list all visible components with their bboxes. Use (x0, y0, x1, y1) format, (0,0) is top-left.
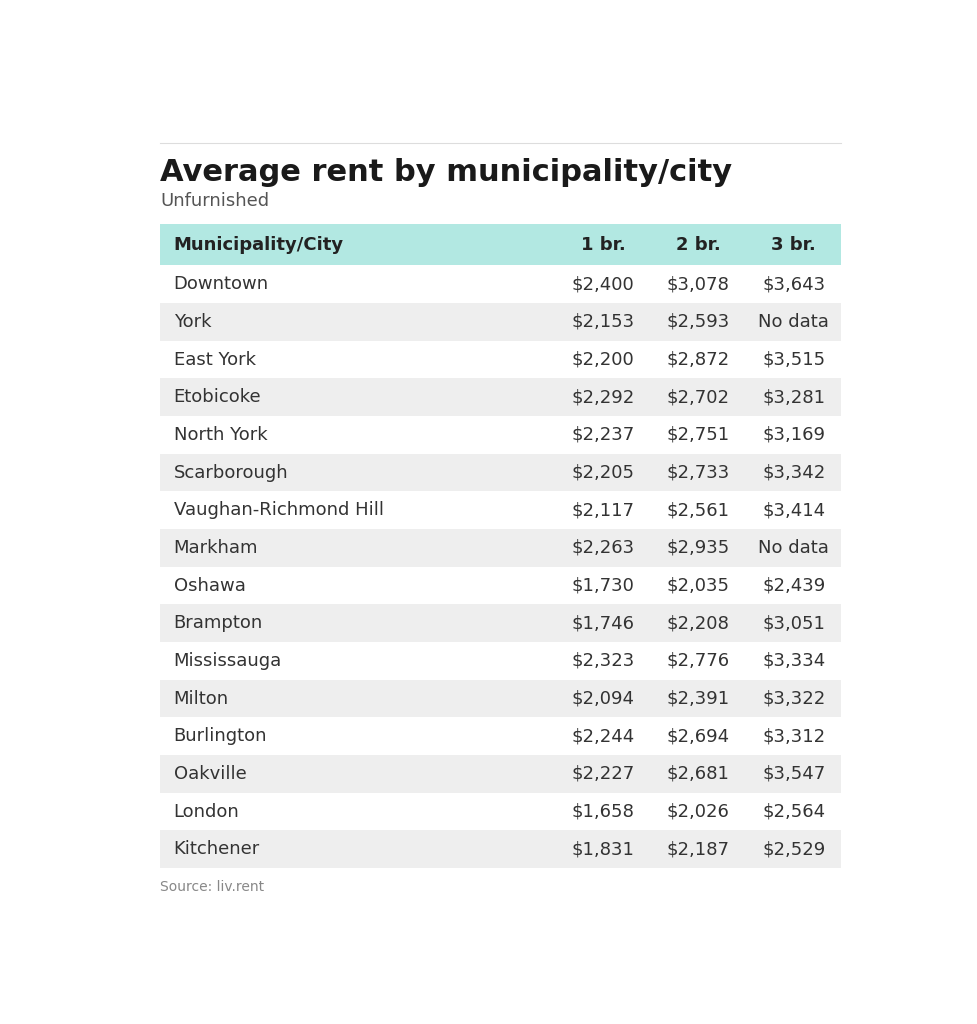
Text: Etobicoke: Etobicoke (174, 388, 261, 407)
Text: North York: North York (174, 426, 268, 444)
Bar (160, 265, 841, 303)
Text: $3,414: $3,414 (762, 502, 826, 519)
Text: $2,529: $2,529 (762, 840, 826, 858)
Text: $2,200: $2,200 (572, 350, 634, 369)
Text: London: London (174, 803, 239, 820)
Text: Kitchener: Kitchener (174, 840, 260, 858)
Text: $2,153: $2,153 (572, 313, 634, 331)
Text: $2,593: $2,593 (666, 313, 730, 331)
Text: $2,564: $2,564 (762, 803, 826, 820)
Text: $3,547: $3,547 (762, 765, 826, 783)
Text: $2,117: $2,117 (572, 502, 634, 519)
Bar (160, 341, 841, 379)
Text: $3,078: $3,078 (667, 275, 730, 293)
Text: $2,263: $2,263 (572, 539, 634, 557)
Bar (160, 604, 841, 642)
Text: 1 br.: 1 br. (580, 236, 625, 254)
Text: $3,051: $3,051 (762, 614, 826, 632)
Bar (160, 755, 841, 793)
Text: $1,746: $1,746 (572, 614, 634, 632)
Text: $3,515: $3,515 (762, 350, 826, 369)
Text: Downtown: Downtown (174, 275, 269, 293)
Text: $2,187: $2,187 (667, 840, 730, 858)
Text: $3,169: $3,169 (762, 426, 826, 444)
Text: $3,342: $3,342 (762, 464, 826, 481)
Text: $2,702: $2,702 (667, 388, 730, 407)
Text: Markham: Markham (174, 539, 258, 557)
Text: $2,391: $2,391 (666, 689, 730, 708)
Text: $3,334: $3,334 (762, 652, 826, 670)
Bar (160, 680, 841, 718)
Text: $3,322: $3,322 (762, 689, 826, 708)
Text: 2 br.: 2 br. (676, 236, 721, 254)
Bar (160, 303, 841, 341)
Bar (160, 416, 841, 454)
Bar (160, 492, 841, 529)
Text: $2,237: $2,237 (572, 426, 634, 444)
Text: $2,292: $2,292 (572, 388, 634, 407)
Text: Oakville: Oakville (174, 765, 246, 783)
Text: $2,244: $2,244 (572, 727, 634, 745)
Text: Brampton: Brampton (174, 614, 263, 632)
Bar (160, 224, 841, 265)
Text: $1,831: $1,831 (572, 840, 634, 858)
Text: $3,643: $3,643 (762, 275, 826, 293)
Text: Average rent by municipality/city: Average rent by municipality/city (160, 159, 732, 187)
Text: $3,281: $3,281 (762, 388, 826, 407)
Text: Milton: Milton (174, 689, 229, 708)
Text: No data: No data (758, 313, 829, 331)
Text: $2,094: $2,094 (572, 689, 634, 708)
Text: Municipality/City: Municipality/City (174, 236, 344, 254)
Text: Vaughan-Richmond Hill: Vaughan-Richmond Hill (174, 502, 384, 519)
Bar (160, 379, 841, 416)
Text: $2,400: $2,400 (572, 275, 634, 293)
Text: $2,681: $2,681 (667, 765, 730, 783)
Text: 3 br.: 3 br. (772, 236, 816, 254)
Text: Oshawa: Oshawa (174, 577, 245, 595)
Text: $2,227: $2,227 (572, 765, 634, 783)
Text: $2,694: $2,694 (666, 727, 730, 745)
Text: $2,751: $2,751 (666, 426, 730, 444)
Text: Burlington: Burlington (174, 727, 267, 745)
Bar (160, 642, 841, 680)
Text: $2,205: $2,205 (572, 464, 634, 481)
Bar (160, 830, 841, 868)
Text: East York: East York (174, 350, 256, 369)
Bar (160, 793, 841, 830)
Text: $3,312: $3,312 (762, 727, 826, 745)
Text: York: York (174, 313, 211, 331)
Text: $2,323: $2,323 (572, 652, 634, 670)
Text: $2,733: $2,733 (666, 464, 730, 481)
Bar (160, 718, 841, 755)
Text: $1,658: $1,658 (572, 803, 634, 820)
Text: No data: No data (758, 539, 829, 557)
Text: Mississauga: Mississauga (174, 652, 281, 670)
Text: $2,439: $2,439 (762, 577, 826, 595)
Text: $2,872: $2,872 (666, 350, 730, 369)
Bar (160, 454, 841, 492)
Bar (160, 529, 841, 566)
Text: Source: liv.rent: Source: liv.rent (160, 880, 264, 894)
Text: $1,730: $1,730 (572, 577, 634, 595)
Text: Unfurnished: Unfurnished (160, 193, 269, 210)
Text: $2,776: $2,776 (666, 652, 730, 670)
Text: $2,035: $2,035 (667, 577, 730, 595)
Text: $2,561: $2,561 (667, 502, 730, 519)
Text: Scarborough: Scarborough (174, 464, 288, 481)
Text: $2,935: $2,935 (666, 539, 730, 557)
Bar (160, 566, 841, 604)
Text: $2,208: $2,208 (667, 614, 730, 632)
Text: $2,026: $2,026 (667, 803, 730, 820)
